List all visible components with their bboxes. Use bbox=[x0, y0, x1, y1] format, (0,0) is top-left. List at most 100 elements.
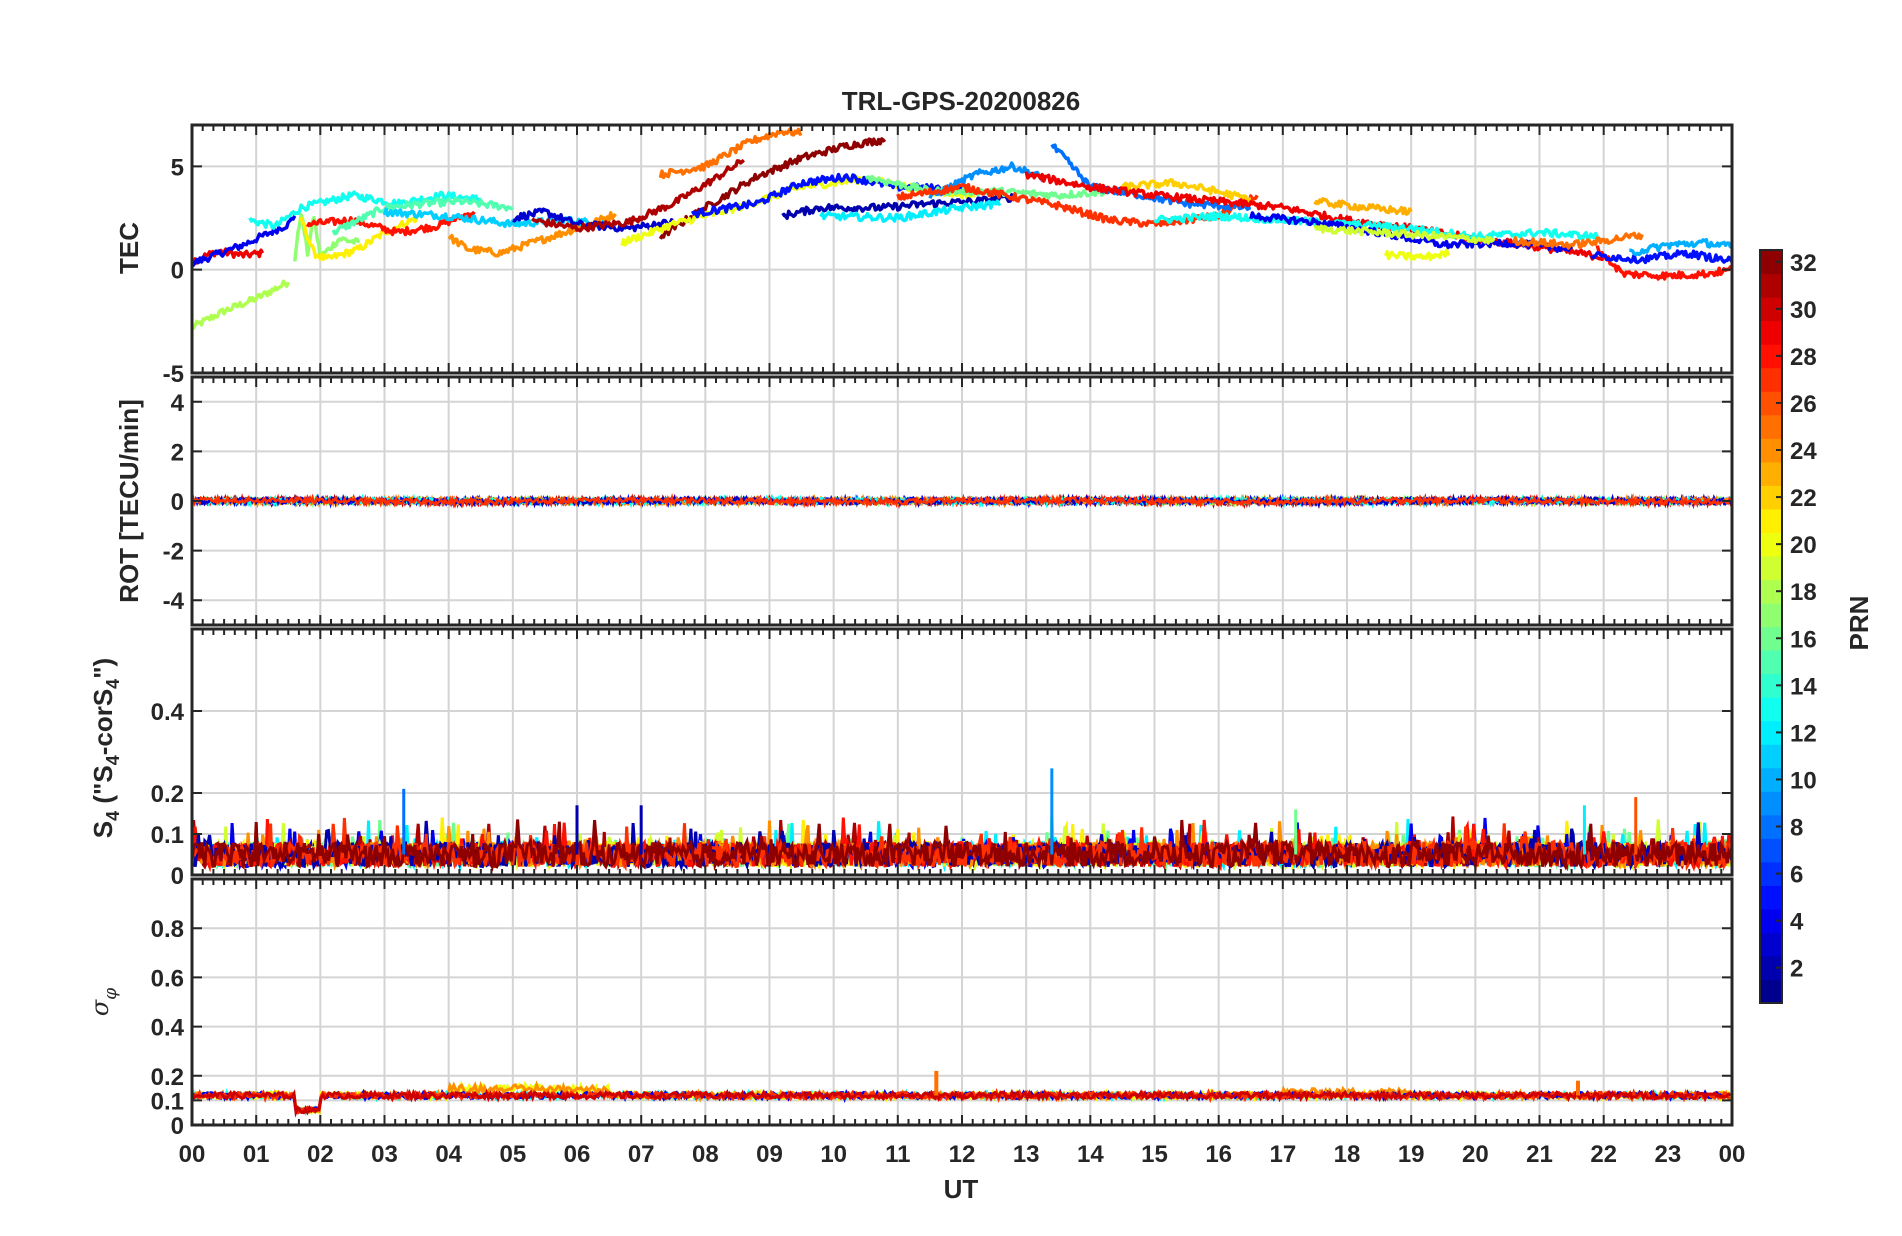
colorbar-tick-label: 18 bbox=[1790, 579, 1817, 606]
x-tick-label: 02 bbox=[307, 1141, 334, 1168]
colorbar-swatch bbox=[1760, 414, 1782, 439]
x-tick-label: 18 bbox=[1334, 1141, 1361, 1168]
tec-panel: -5 0 5 TEC bbox=[114, 123, 1734, 388]
colorbar-swatch bbox=[1760, 485, 1782, 510]
sigphi-ytick-label: 0.2 bbox=[151, 1064, 184, 1091]
colorbar-swatch bbox=[1760, 532, 1782, 557]
rot-axes: -4 -2 0 2 4 bbox=[163, 375, 1734, 627]
x-tick-label: 06 bbox=[564, 1141, 591, 1168]
x-tick-label: 19 bbox=[1398, 1141, 1425, 1168]
colorbar-tick-label: 14 bbox=[1790, 673, 1817, 700]
rot-ylabel: ROT [TECU/min] bbox=[114, 399, 144, 603]
tec-ytick-label: 0 bbox=[171, 258, 184, 285]
s4-ytick-label: 0 bbox=[171, 863, 184, 890]
colorbar-tick-label: 22 bbox=[1790, 485, 1817, 512]
sigphi-axes: 00.10.2 0.4 0.6 0.8 bbox=[151, 877, 1734, 1140]
tec-yticks bbox=[192, 165, 1732, 374]
x-tick-label: 03 bbox=[371, 1141, 398, 1168]
colorbar-swatch bbox=[1760, 673, 1782, 698]
tec-grid bbox=[192, 125, 1732, 373]
x-tick-label: 13 bbox=[1013, 1141, 1040, 1168]
x-tick-label: 21 bbox=[1526, 1141, 1553, 1168]
tec-series bbox=[192, 126, 1732, 330]
x-tick-label: 22 bbox=[1590, 1141, 1617, 1168]
colorbar-swatch bbox=[1760, 814, 1782, 839]
colorbar-tick-label: 2 bbox=[1790, 956, 1803, 983]
x-tick-label: 04 bbox=[435, 1141, 462, 1168]
tec-xticks bbox=[191, 125, 1733, 373]
colorbar-swatch bbox=[1760, 367, 1782, 392]
rot-xticks bbox=[191, 377, 1733, 625]
chart-title: TRL-GPS-20200826 bbox=[842, 86, 1080, 116]
colorbar-tick-label: 30 bbox=[1790, 297, 1817, 324]
colorbar-swatch bbox=[1760, 579, 1782, 604]
colorbar-swatch bbox=[1760, 838, 1782, 863]
colorbar-swatch bbox=[1760, 297, 1782, 322]
x-axis-label: UT bbox=[944, 1174, 979, 1204]
x-tick-label: 08 bbox=[692, 1141, 719, 1168]
tec-series-prn-25 bbox=[658, 126, 803, 180]
sigphi-series-prn-30 bbox=[192, 1088, 1732, 1118]
x-tick-label: 05 bbox=[499, 1141, 526, 1168]
tec-series-prn-10 bbox=[1629, 237, 1732, 257]
x-tick-label: 11 bbox=[885, 1141, 910, 1168]
colorbar-tick-label: 26 bbox=[1790, 391, 1817, 418]
rot-yticks bbox=[192, 400, 1732, 602]
colorbar-swatch bbox=[1760, 461, 1782, 486]
x-tick-label: 12 bbox=[949, 1141, 976, 1168]
x-tick-label: 20 bbox=[1462, 1141, 1489, 1168]
colorbar-swatch bbox=[1760, 932, 1782, 957]
sigphi-yticks bbox=[192, 927, 1732, 1126]
s4-series-prn-27 bbox=[192, 817, 1732, 872]
tec-ylabel: TEC bbox=[114, 222, 144, 274]
sigphi-ytick-label: 0.1 bbox=[151, 1088, 184, 1115]
colorbar-tick-label: 8 bbox=[1790, 815, 1803, 842]
tec-series-prn-22 bbox=[1121, 178, 1252, 204]
colorbar-swatch bbox=[1760, 555, 1782, 581]
tec-series-prn-19 bbox=[1313, 224, 1496, 245]
rot-ytick-label: 2 bbox=[171, 439, 184, 466]
colorbar-swatch bbox=[1760, 979, 1782, 1004]
colorbar-swatch bbox=[1760, 861, 1782, 886]
s4-ytick-label: 0.4 bbox=[151, 699, 185, 726]
rot-series-prn-13 bbox=[192, 493, 1732, 509]
tec-series-prn-31 bbox=[530, 158, 745, 233]
rot-ytick-label: -2 bbox=[163, 539, 184, 566]
colorbar-swatch bbox=[1760, 438, 1782, 463]
tec-series-prn-29 bbox=[1024, 171, 1606, 262]
tec-series-prn-5 bbox=[1590, 249, 1732, 265]
s4-ytick-label: 0.2 bbox=[151, 781, 184, 808]
colorbar-tick-label: 24 bbox=[1790, 438, 1817, 465]
rot-panel: -4 -2 0 2 4 ROT [TECU/min] bbox=[114, 375, 1734, 627]
tec-series-prn-15 bbox=[331, 196, 514, 236]
s4-ylabel: S4 ("S4-corS4") bbox=[88, 658, 123, 838]
colorbar-swatch bbox=[1760, 626, 1782, 651]
x-tick-label: 09 bbox=[756, 1141, 783, 1168]
x-tick-label: 07 bbox=[628, 1141, 655, 1168]
s4-yticks bbox=[192, 710, 1732, 876]
tec-series-prn-4 bbox=[192, 215, 297, 268]
colorbar-swatch bbox=[1760, 320, 1782, 345]
tec-series-prn-25 bbox=[1512, 231, 1644, 250]
x-axis: 00 01 02 03 04 05 06 07 08 09 10 11 12 13 14 15 16 17 18 19… bbox=[179, 1141, 1746, 1168]
tec-ytick-label: -5 bbox=[163, 361, 184, 388]
colorbar-swatch bbox=[1760, 791, 1782, 816]
sigphi-ytick-label: 0 bbox=[171, 1113, 184, 1140]
x-tick-label: 14 bbox=[1077, 1141, 1104, 1168]
tec-series-prn-20 bbox=[1383, 248, 1451, 262]
colorbar-tick-label: 4 bbox=[1790, 909, 1804, 936]
colorbar-tick-label: 28 bbox=[1790, 344, 1817, 371]
rot-ytick-label: 0 bbox=[171, 489, 184, 516]
sigphi-series bbox=[192, 1070, 1732, 1118]
colorbar-swatch bbox=[1760, 650, 1782, 675]
colorbar-swatch bbox=[1760, 955, 1782, 981]
colorbar-swatch bbox=[1760, 344, 1782, 369]
tec-series-prn-23 bbox=[1313, 197, 1413, 216]
colorbar-tick-label: 20 bbox=[1790, 532, 1817, 559]
sigphi-panel: 00.10.20.40.60.8 σφ bbox=[86, 877, 1734, 1140]
colorbar-swatch bbox=[1760, 744, 1782, 769]
sigphi-ytick-label: 0.8 bbox=[151, 916, 184, 943]
tec-series-prn-12 bbox=[819, 199, 1002, 223]
rot-ytick-label: -4 bbox=[163, 588, 185, 615]
